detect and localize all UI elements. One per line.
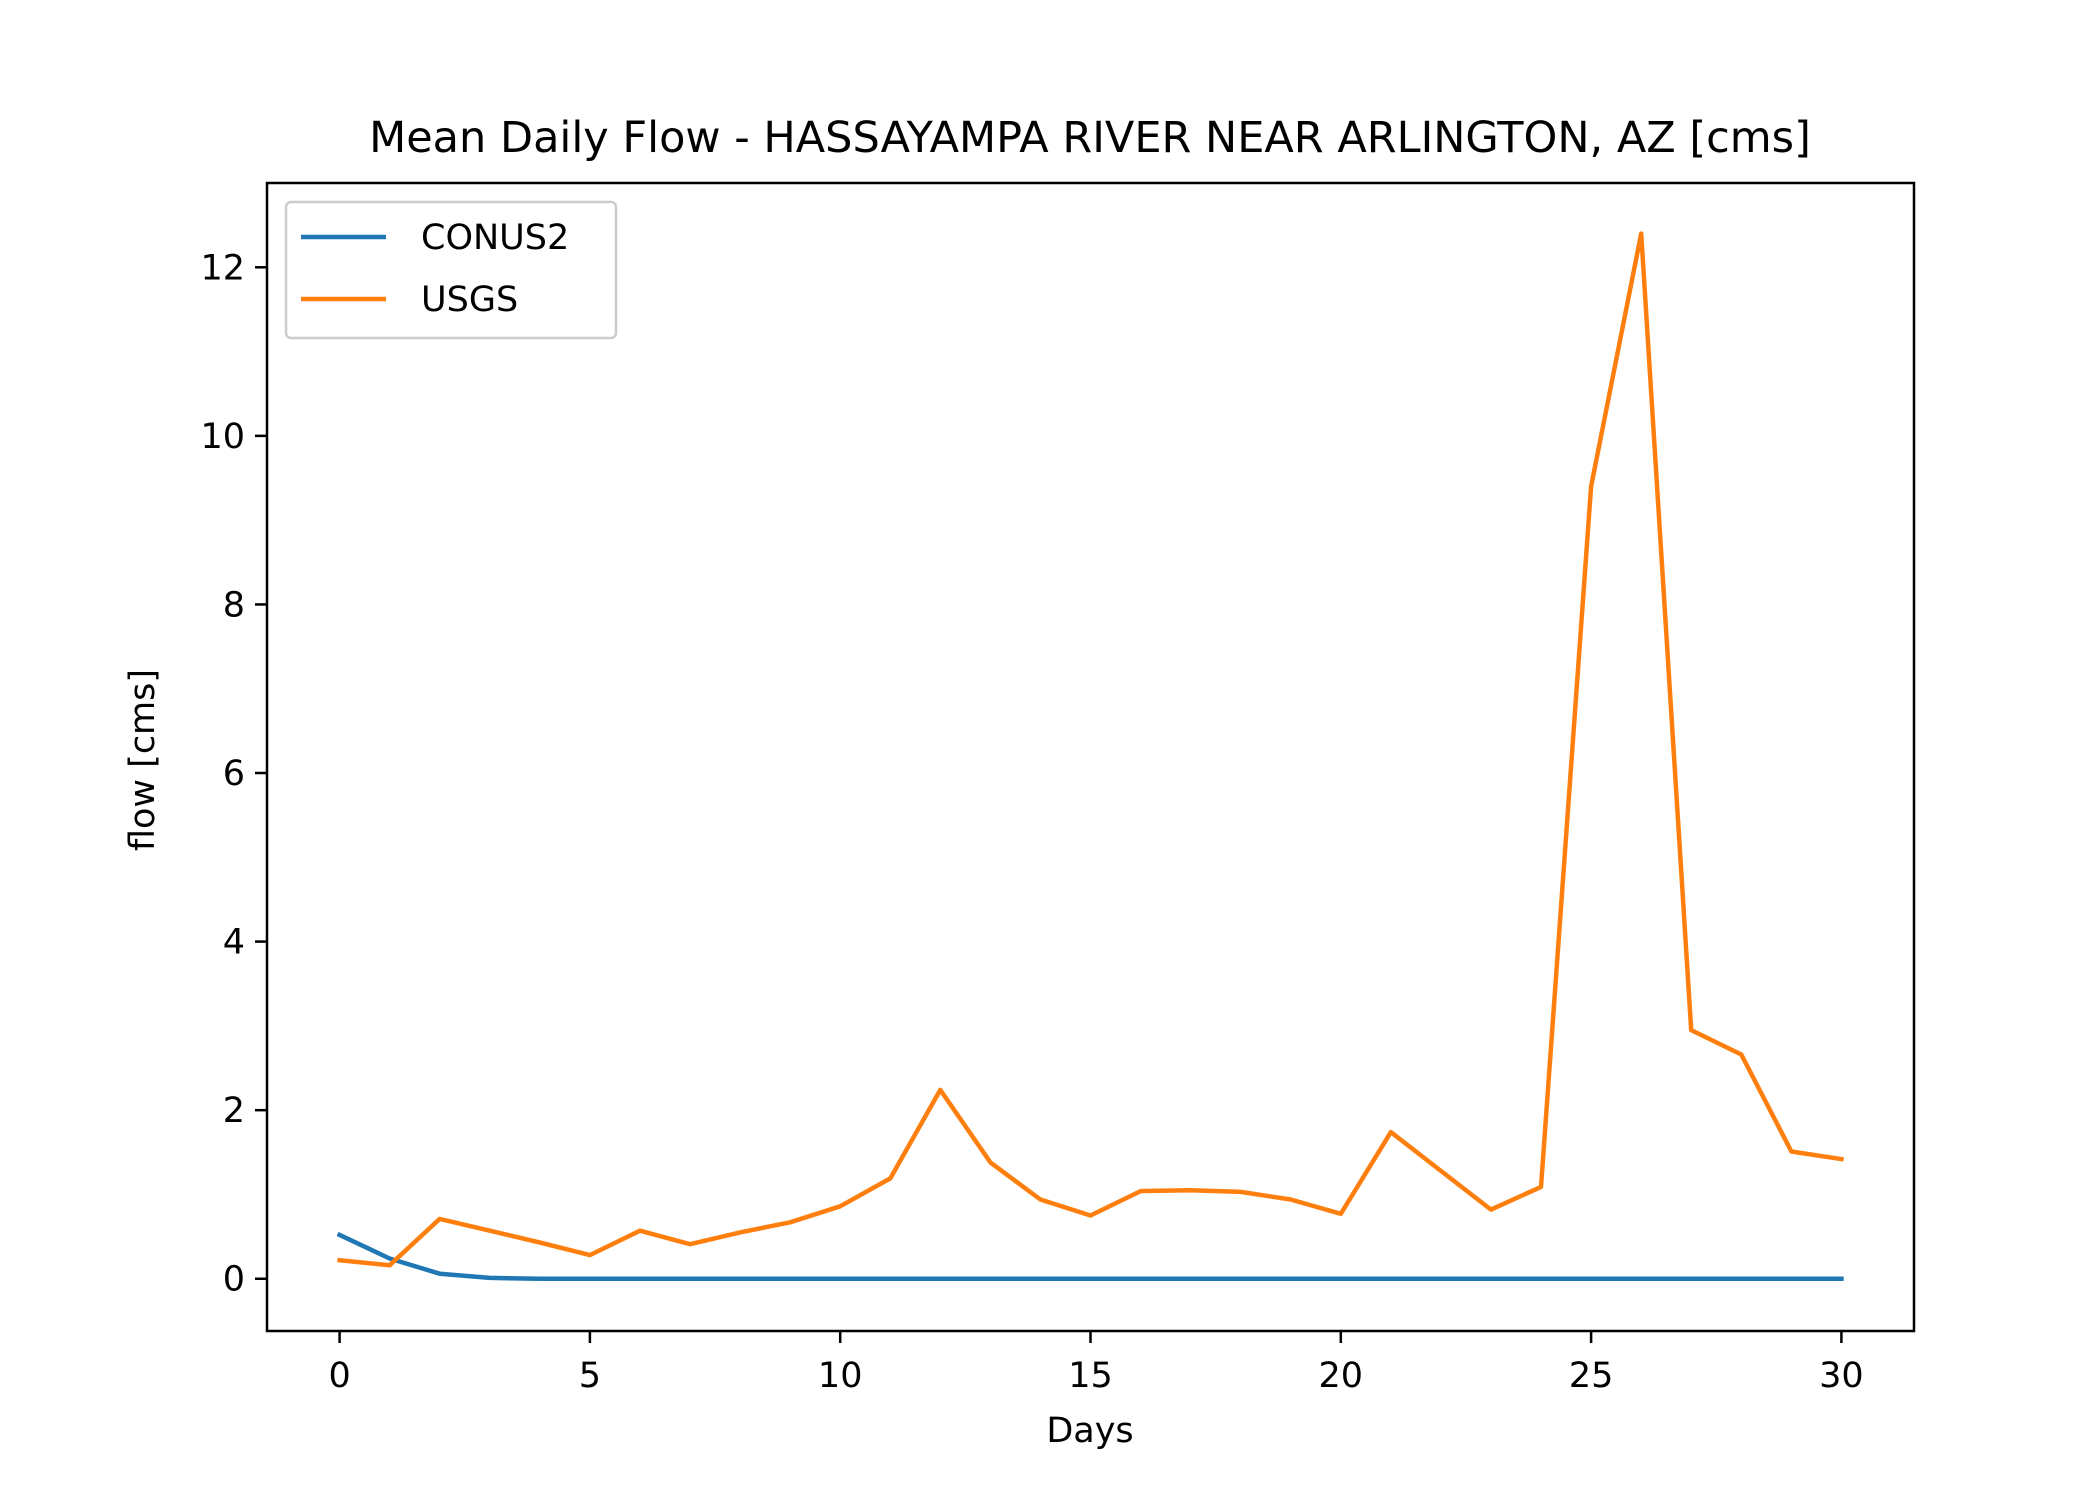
legend: CONUS2 USGS <box>284 200 618 340</box>
axis-ticks: 0 5 10 15 20 25 30 0 2 4 6 8 10 12 <box>200 248 1863 1396</box>
plot-area-frame <box>265 181 1916 1333</box>
x-tick-label: 0 <box>328 1356 350 1396</box>
y-tick-label: 8 <box>223 585 245 625</box>
x-tick-label: 5 <box>579 1356 601 1396</box>
y-axis-label: flow [cms] <box>123 669 163 851</box>
series-line-usgs <box>337 231 1844 1268</box>
chart-title: Mean Daily Flow - HASSAYAMPA RIVER NEAR … <box>369 113 1811 163</box>
x-tick-label: 10 <box>818 1356 863 1396</box>
y-tick-label: 0 <box>223 1260 245 1300</box>
legend-label-usgs: USGS <box>421 280 518 320</box>
y-tick-label: 2 <box>223 1091 245 1131</box>
y-tick-label: 6 <box>223 754 245 794</box>
x-axis-label: Days <box>1046 1411 1133 1451</box>
y-tick-label: 4 <box>223 923 245 963</box>
legend-label-conus2: CONUS2 <box>421 218 569 258</box>
series-line-conus2 <box>336 1231 1844 1281</box>
series-layer <box>336 231 1844 1281</box>
x-tick-label: 20 <box>1319 1356 1364 1396</box>
x-tick-label: 15 <box>1068 1356 1113 1396</box>
y-tick-label: 10 <box>200 417 245 457</box>
x-tick-label: 25 <box>1569 1356 1614 1396</box>
x-tick-label: 30 <box>1819 1356 1864 1396</box>
y-tick-label: 12 <box>200 248 245 288</box>
